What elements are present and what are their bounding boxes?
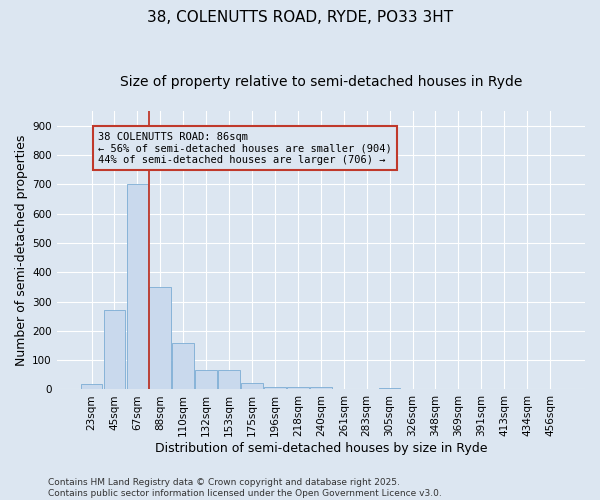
X-axis label: Distribution of semi-detached houses by size in Ryde: Distribution of semi-detached houses by …: [155, 442, 487, 455]
Bar: [218, 370, 240, 390]
Title: Size of property relative to semi-detached houses in Ryde: Size of property relative to semi-detach…: [119, 75, 522, 89]
Text: 38 COLENUTTS ROAD: 86sqm
← 56% of semi-detached houses are smaller (904)
44% of : 38 COLENUTTS ROAD: 86sqm ← 56% of semi-d…: [98, 132, 392, 164]
Text: Contains HM Land Registry data © Crown copyright and database right 2025.
Contai: Contains HM Land Registry data © Crown c…: [48, 478, 442, 498]
Text: 38, COLENUTTS ROAD, RYDE, PO33 3HT: 38, COLENUTTS ROAD, RYDE, PO33 3HT: [147, 10, 453, 25]
Y-axis label: Number of semi-detached properties: Number of semi-detached properties: [15, 134, 28, 366]
Bar: [127, 184, 148, 390]
Bar: [264, 386, 286, 390]
Bar: [287, 386, 309, 390]
Bar: [104, 310, 125, 390]
Bar: [149, 287, 171, 390]
Bar: [172, 344, 194, 390]
Bar: [196, 370, 217, 390]
Bar: [310, 387, 332, 390]
Bar: [80, 384, 103, 390]
Bar: [379, 388, 400, 390]
Bar: [241, 383, 263, 390]
